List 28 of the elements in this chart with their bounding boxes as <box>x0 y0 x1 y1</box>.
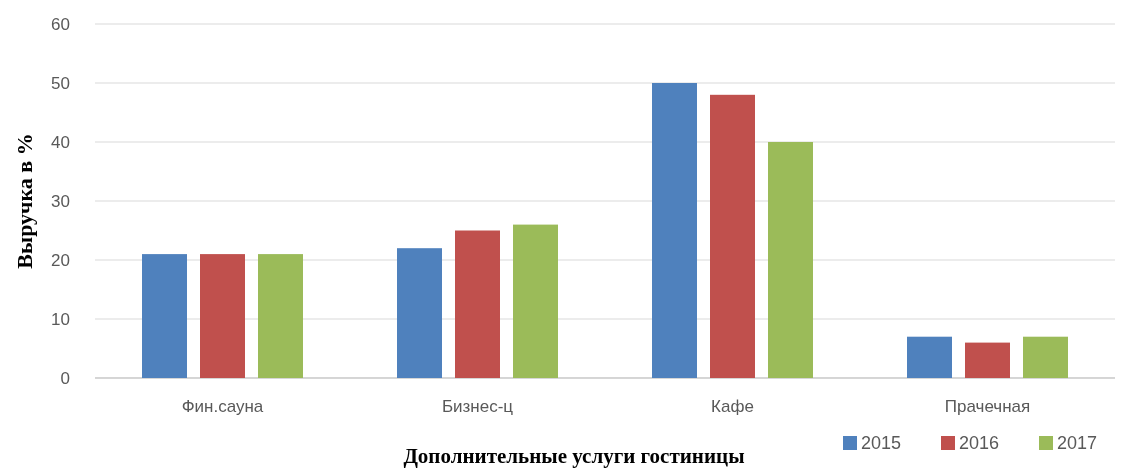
bar <box>513 224 558 378</box>
bar <box>200 254 245 378</box>
y-tick-label: 10 <box>51 309 70 329</box>
bar <box>142 254 187 378</box>
legend-label: 2016 <box>959 433 1000 454</box>
legend-label: 2017 <box>1057 433 1098 454</box>
bar <box>455 230 500 378</box>
y-tick-label: 30 <box>51 191 70 211</box>
x-tick-label: Фин.сауна <box>181 397 264 416</box>
y-axis-title: Выручка в % <box>12 133 37 269</box>
bar <box>397 248 442 378</box>
x-axis-title: Дополнительные услуги гостиницы <box>403 444 745 468</box>
x-tick-label: Бизнес-ц <box>441 397 514 416</box>
legend-label: 2015 <box>861 433 902 454</box>
y-tick-label: 40 <box>51 132 70 152</box>
bar <box>965 342 1010 378</box>
bar <box>258 254 303 378</box>
y-tick-label: 50 <box>51 73 70 93</box>
bar <box>652 83 697 378</box>
bar <box>1023 336 1068 378</box>
y-tick-label: 60 <box>51 14 70 34</box>
bar <box>768 142 813 378</box>
bar <box>907 336 952 378</box>
x-tick-label: Кафе <box>711 397 754 416</box>
y-tick-label: 0 <box>60 368 70 388</box>
y-tick-label: 20 <box>51 250 70 270</box>
bar <box>710 94 755 378</box>
x-tick-label: Прачечная <box>944 397 1031 416</box>
